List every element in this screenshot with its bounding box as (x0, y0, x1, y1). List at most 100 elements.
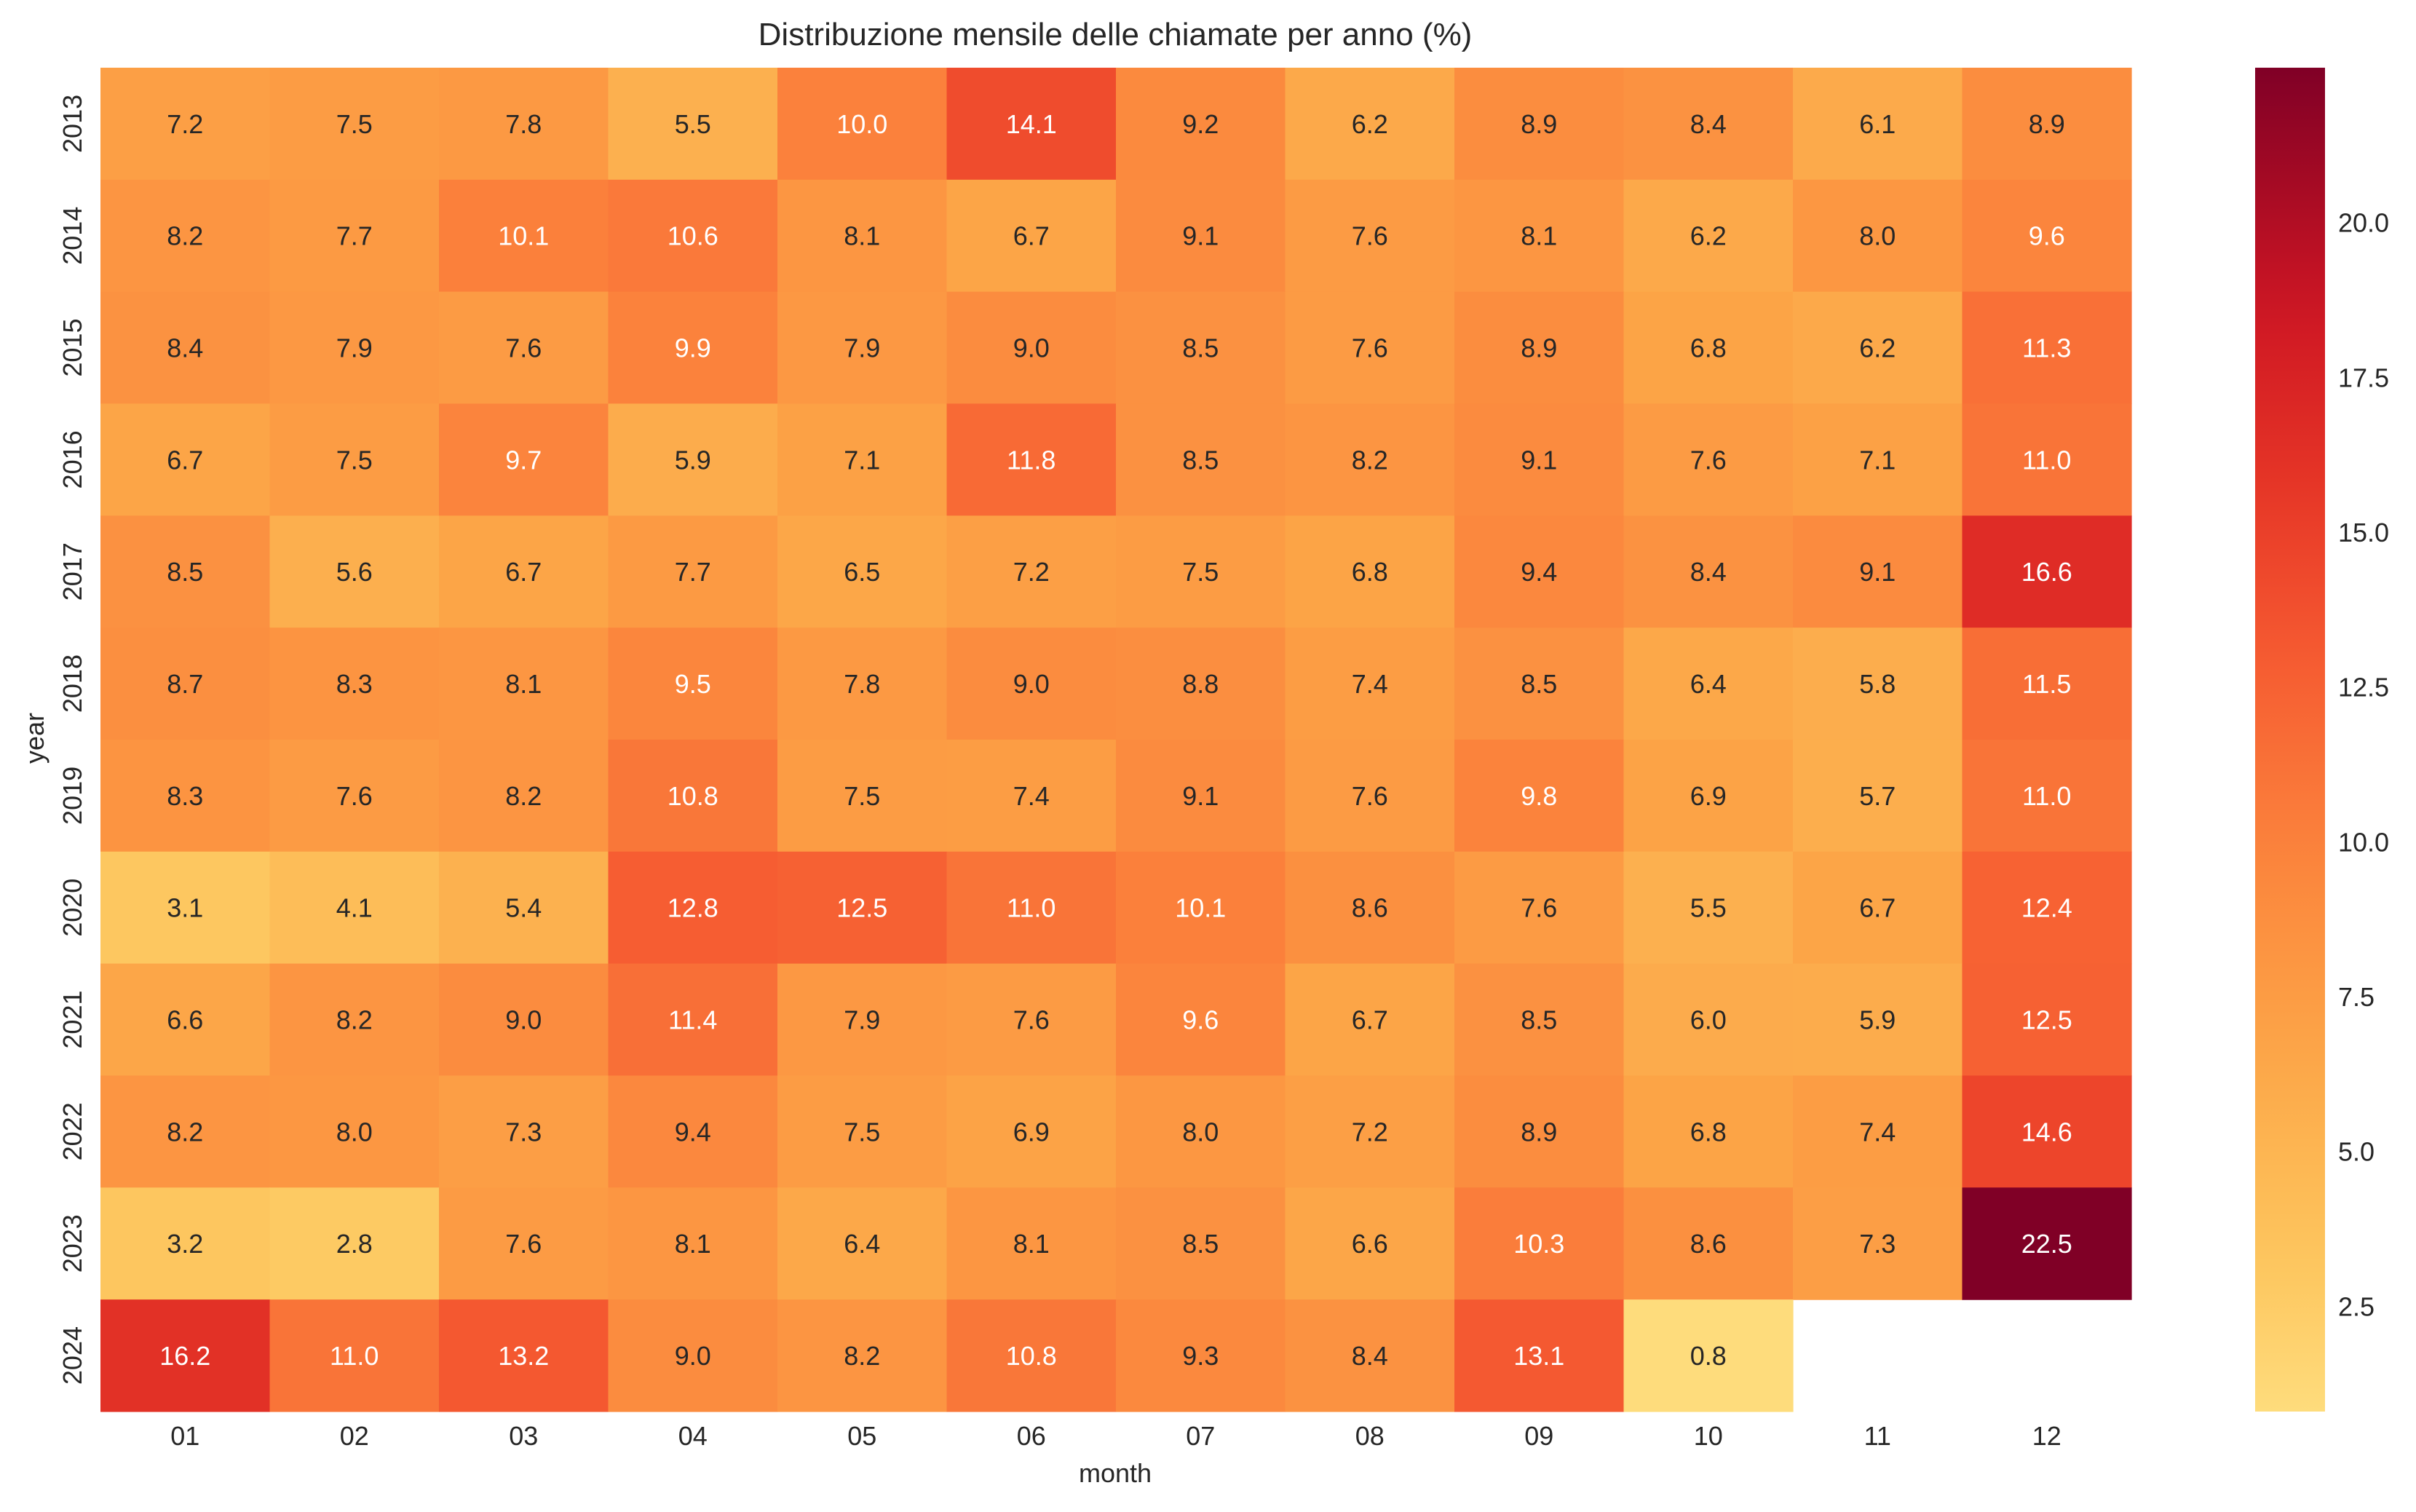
cell-value-label: 2.8 (336, 1229, 373, 1259)
cell-value-label: 8.5 (1182, 445, 1219, 475)
heatmap-cell (100, 1299, 271, 1412)
heatmap-cell (608, 1075, 778, 1188)
heatmap-cell (100, 515, 271, 628)
heatmap-cell (608, 851, 778, 965)
cell-value-label: 8.5 (1182, 1229, 1219, 1259)
heatmap-cell (1454, 739, 1625, 852)
heatmap-cell (777, 515, 948, 628)
cell-value-label: 6.7 (1013, 221, 1050, 251)
heatmap-cell (100, 68, 271, 181)
heatmap-cell (439, 403, 609, 516)
cell-value-label: 7.9 (844, 1005, 880, 1035)
heatmap-cell (1623, 1299, 1794, 1412)
x-axis-label: month (1079, 1458, 1152, 1488)
x-tick-label: 06 (1017, 1421, 1046, 1451)
cell-value-label: 9.2 (1182, 109, 1219, 139)
heatmap-cell (439, 1187, 609, 1300)
cell-value-label: 7.8 (505, 109, 542, 139)
heatmap-cell (777, 291, 948, 405)
cell-value-label: 7.4 (1013, 781, 1050, 811)
cell-value-label: 7.7 (675, 557, 711, 587)
y-tick-label: 2024 (58, 1326, 87, 1385)
cell-value-label: 8.5 (1182, 333, 1219, 363)
heatmap-cell (946, 291, 1117, 405)
cell-value-label: 7.6 (1352, 781, 1388, 811)
heatmap-cell (1962, 179, 2132, 293)
y-axis-ticks: 2013 2014 2015 2016 2017 2018 2019 2020 2021 2022… (58, 95, 87, 1385)
cell-value-label: 6.0 (1690, 1005, 1727, 1035)
heatmap-cell (1285, 1299, 1455, 1412)
cell-value-label: 10.0 (836, 109, 887, 139)
heatmap-cell (269, 291, 440, 405)
cell-value-label: 22.5 (2021, 1229, 2072, 1259)
cell-value-label: 11.0 (2022, 445, 2071, 475)
cell-value-label: 12.8 (668, 893, 718, 923)
colorbar-tick-label: 12.5 (2338, 673, 2389, 702)
cell-value-label: 6.5 (844, 557, 880, 587)
cell-value-label: 11.0 (2022, 781, 2071, 811)
cell-value-label: 7.9 (844, 333, 880, 363)
colorbar-tick-label: 7.5 (2338, 982, 2375, 1012)
cell-value-label: 7.1 (1859, 445, 1896, 475)
colorbar-tick-label: 5.0 (2338, 1137, 2375, 1167)
cell-value-label: 8.0 (1859, 221, 1896, 251)
cell-value-label: 5.7 (1859, 781, 1896, 811)
heatmap-cell (777, 1075, 948, 1188)
heatmap-cell (1454, 628, 1625, 740)
x-tick-label: 10 (1694, 1421, 1723, 1451)
cell-value-label: 16.6 (2021, 557, 2072, 587)
cell-value-label: 8.6 (1690, 1229, 1727, 1259)
cell-value-label: 6.1 (1859, 109, 1896, 139)
heatmap-cell (1285, 403, 1455, 516)
heatmap-cell (946, 851, 1117, 965)
heatmap-cell (608, 291, 778, 405)
heatmap-cell (777, 68, 948, 181)
heatmap-cell (1454, 403, 1625, 516)
heatmap-cell (946, 628, 1117, 740)
cell-value-label: 9.1 (1521, 445, 1557, 475)
cell-value-label: 8.2 (1352, 445, 1388, 475)
heatmap-cell (1793, 1075, 1963, 1188)
cell-value-label: 7.5 (1182, 557, 1219, 587)
cell-value-label: 8.2 (336, 1005, 373, 1035)
heatmap-cell (439, 179, 609, 293)
cell-value-label: 9.7 (505, 445, 542, 475)
heatmap-cell (439, 68, 609, 181)
heatmap-cell (100, 1187, 271, 1300)
cell-value-label: 6.7 (505, 557, 542, 587)
cell-value-label: 7.2 (1013, 557, 1050, 587)
heatmap-cell (1454, 851, 1625, 965)
heatmap-cell (439, 515, 609, 628)
cell-value-label: 7.6 (336, 781, 373, 811)
heatmap-cell (1962, 851, 2132, 965)
heatmap-cell (1285, 179, 1455, 293)
cell-value-label: 11.0 (1007, 893, 1055, 923)
heatmap-cell (777, 628, 948, 740)
heatmap-cell (269, 515, 440, 628)
cell-value-label: 12.5 (2021, 1005, 2072, 1035)
heatmap-cell (1116, 1075, 1286, 1188)
x-axis-ticks: 01 02 03 04 05 06 07 08 09 10 11 12 (170, 1421, 2061, 1451)
heatmap-cell (1962, 291, 2132, 405)
cell-value-label: 12.5 (836, 893, 887, 923)
cell-value-label: 6.7 (1859, 893, 1896, 923)
cell-value-label: 14.1 (1006, 109, 1057, 139)
heatmap-cell (1623, 291, 1794, 405)
heatmap-cell (100, 628, 271, 740)
cell-value-label: 9.9 (675, 333, 711, 363)
heatmap-cell (1454, 1075, 1625, 1188)
heatmap-cell (1285, 963, 1455, 1077)
cell-value-label: 9.1 (1859, 557, 1896, 587)
heatmap-cell (269, 1299, 440, 1412)
cell-value-label: 8.8 (1182, 669, 1219, 699)
heatmap-cell (777, 1299, 948, 1412)
heatmap-cell (1285, 1187, 1455, 1300)
cell-value-label: 8.0 (1182, 1117, 1219, 1147)
cell-value-label: 7.7 (336, 221, 373, 251)
heatmap-cell (608, 963, 778, 1077)
heatmap-cell (608, 68, 778, 181)
heatmap-cell (1116, 291, 1286, 405)
heatmap-cell (1116, 403, 1286, 516)
heatmap-cell (1793, 403, 1963, 516)
